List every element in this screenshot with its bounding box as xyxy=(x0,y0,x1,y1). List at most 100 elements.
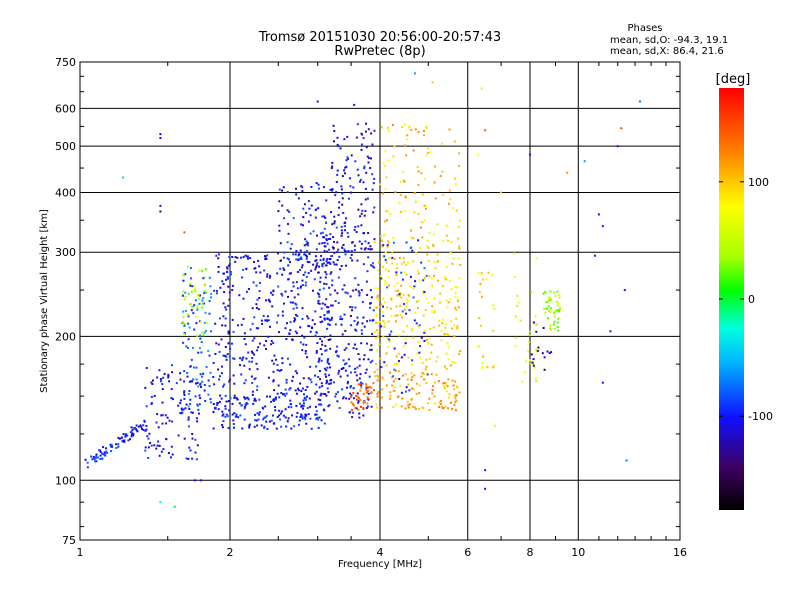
data-point xyxy=(226,415,229,418)
data-point xyxy=(192,312,195,315)
data-point xyxy=(278,331,281,334)
data-point xyxy=(371,188,374,191)
data-point xyxy=(163,373,166,375)
data-point xyxy=(253,316,256,319)
data-point xyxy=(297,293,300,296)
data-point xyxy=(370,344,373,347)
data-point xyxy=(442,193,445,196)
data-point xyxy=(195,417,198,420)
data-point xyxy=(424,177,426,180)
data-point xyxy=(376,374,379,377)
data-point xyxy=(124,435,127,438)
data-point xyxy=(355,374,358,377)
data-point xyxy=(514,316,517,318)
data-point xyxy=(323,215,326,218)
data-point xyxy=(362,392,365,395)
data-point xyxy=(394,377,397,380)
data-point xyxy=(325,394,328,397)
data-point xyxy=(448,393,451,396)
data-point xyxy=(362,181,365,184)
data-point xyxy=(256,385,259,388)
data-point xyxy=(384,149,387,152)
data-point xyxy=(387,129,390,132)
data-point xyxy=(451,379,454,382)
data-point xyxy=(287,278,290,281)
data-point xyxy=(251,339,254,342)
data-point xyxy=(256,424,259,427)
data-point xyxy=(411,328,413,331)
data-point xyxy=(267,376,270,379)
data-point xyxy=(264,405,267,408)
data-point xyxy=(177,404,180,407)
data-point xyxy=(269,325,271,328)
data-point xyxy=(426,402,429,405)
data-point xyxy=(290,406,293,409)
data-point xyxy=(372,309,375,312)
data-point xyxy=(265,414,268,417)
data-point xyxy=(449,364,452,367)
data-point xyxy=(270,343,273,346)
data-point xyxy=(338,255,341,258)
data-point xyxy=(367,157,370,160)
data-point xyxy=(441,406,444,409)
data-point xyxy=(424,206,427,208)
data-point xyxy=(363,232,365,235)
data-point xyxy=(341,247,344,249)
data-point xyxy=(200,479,203,482)
data-point xyxy=(233,412,236,415)
data-point xyxy=(432,233,435,236)
data-point xyxy=(323,422,326,425)
data-point xyxy=(449,298,452,301)
data-point xyxy=(342,367,345,369)
data-point xyxy=(239,357,242,360)
data-point xyxy=(400,391,403,394)
data-point xyxy=(366,386,369,389)
data-point xyxy=(623,289,626,292)
data-point xyxy=(325,382,328,385)
data-point xyxy=(335,263,338,266)
data-point xyxy=(324,393,327,396)
data-point xyxy=(445,333,448,336)
data-point xyxy=(478,291,481,294)
data-point xyxy=(552,323,555,326)
data-point xyxy=(267,319,270,322)
data-point xyxy=(357,225,360,228)
data-point xyxy=(453,335,456,338)
data-point xyxy=(266,428,269,430)
data-point xyxy=(254,419,257,422)
data-point xyxy=(102,446,105,449)
data-point xyxy=(224,306,227,309)
data-point xyxy=(411,359,414,362)
data-point xyxy=(262,418,265,421)
data-point xyxy=(99,458,102,460)
data-point xyxy=(514,344,517,347)
data-point xyxy=(382,324,385,327)
data-point xyxy=(394,314,397,317)
data-point xyxy=(421,372,423,375)
data-point xyxy=(156,376,159,379)
data-point xyxy=(193,304,196,307)
data-point xyxy=(407,126,410,129)
data-point xyxy=(324,276,327,279)
data-point xyxy=(329,188,332,191)
data-point xyxy=(243,338,246,340)
data-point xyxy=(335,191,338,194)
data-point xyxy=(455,385,458,388)
data-point xyxy=(251,307,254,310)
data-point xyxy=(98,449,101,452)
data-point xyxy=(424,329,427,332)
data-point xyxy=(167,452,170,454)
data-point xyxy=(273,389,276,392)
data-point xyxy=(341,388,344,391)
data-point xyxy=(318,293,321,296)
data-point xyxy=(380,303,383,306)
data-point xyxy=(187,416,190,419)
data-point xyxy=(421,236,424,239)
data-point xyxy=(166,416,169,419)
data-point xyxy=(320,307,323,310)
data-point xyxy=(316,417,319,420)
data-point xyxy=(179,412,182,414)
data-point xyxy=(103,454,106,457)
data-point xyxy=(421,361,424,364)
data-point xyxy=(422,314,425,317)
